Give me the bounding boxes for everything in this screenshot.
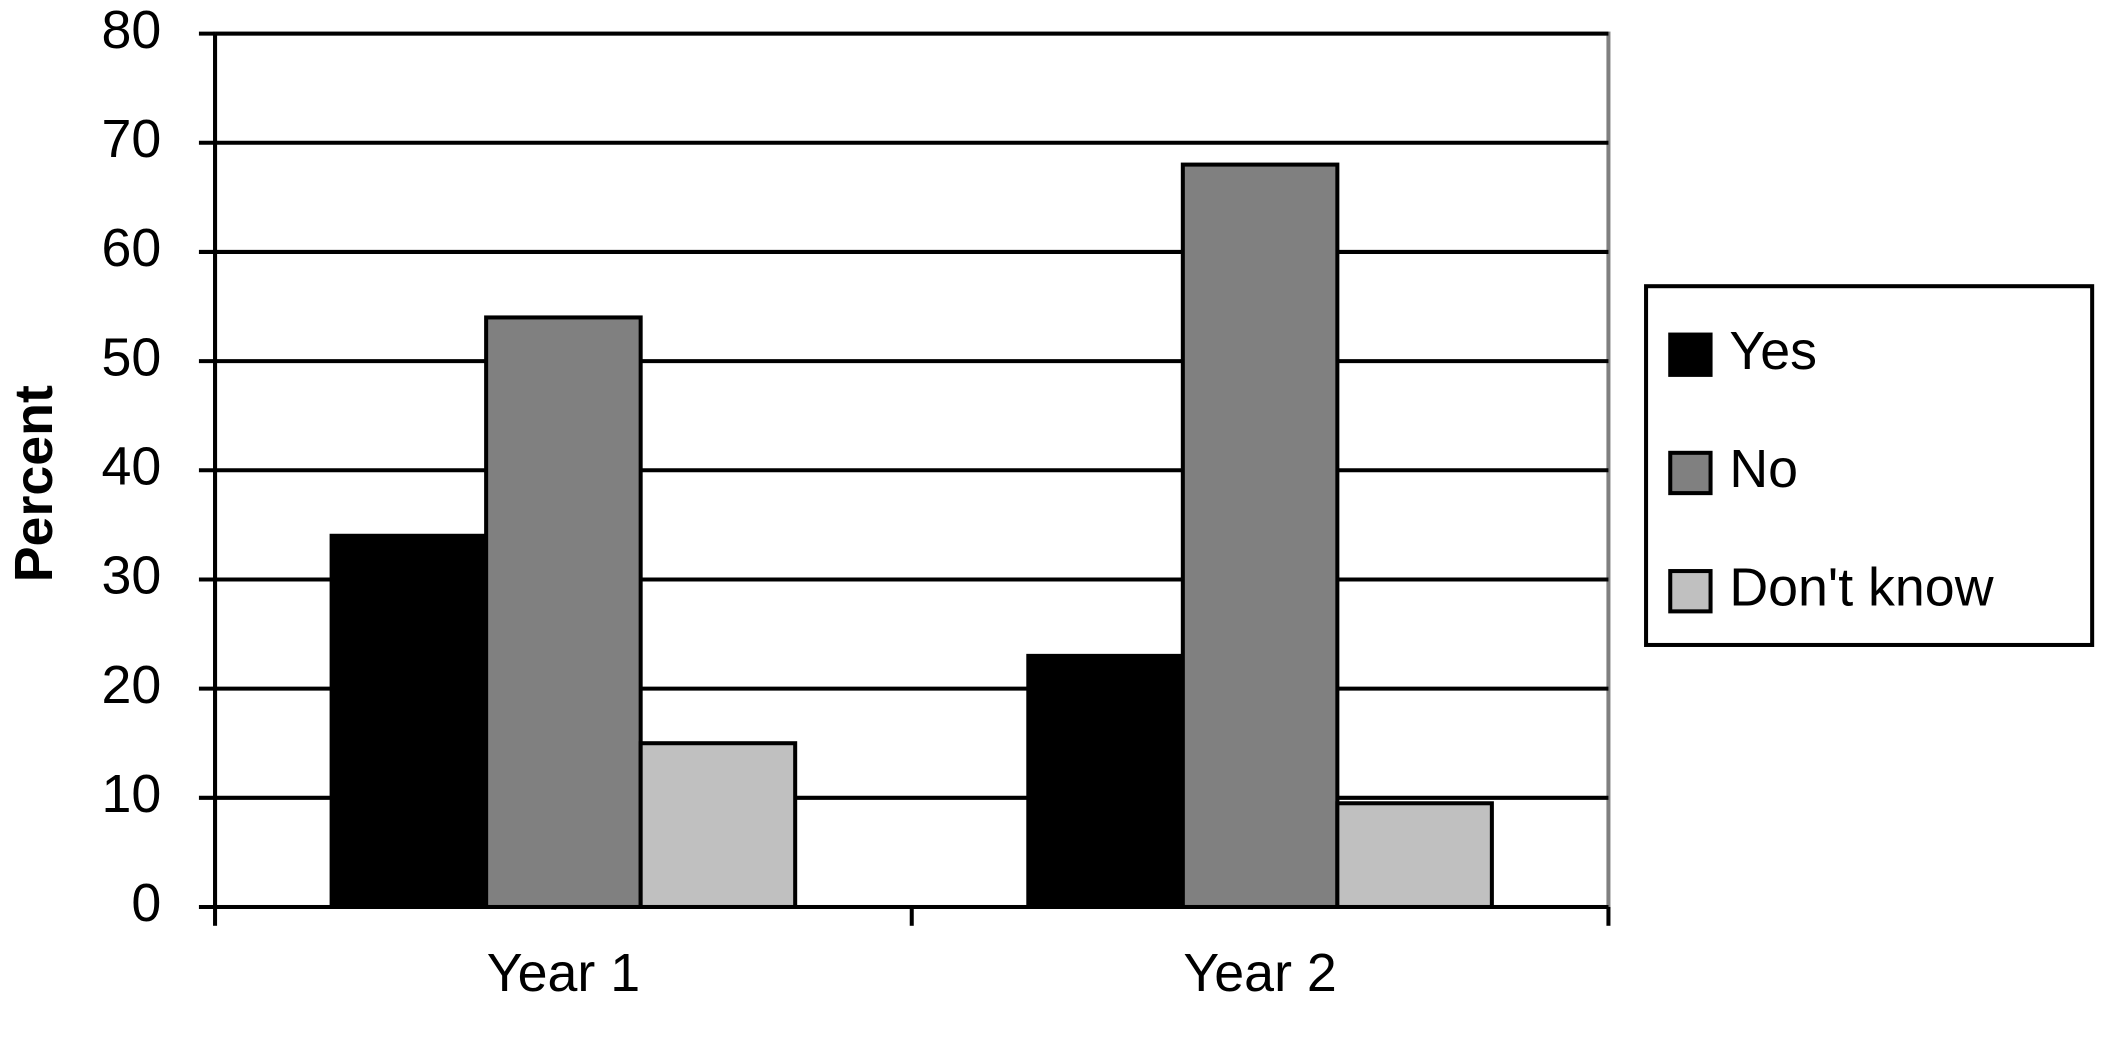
bar xyxy=(638,741,798,909)
y-tick-label: 70 xyxy=(102,109,162,169)
bar xyxy=(1026,653,1185,909)
legend-swatch xyxy=(1668,450,1713,496)
y-tick-label: 50 xyxy=(102,327,162,387)
legend-swatch xyxy=(1668,332,1713,377)
y-tick-label: 20 xyxy=(102,655,162,715)
y-tick-label: 10 xyxy=(102,764,162,824)
bar xyxy=(1335,801,1494,909)
legend-swatch xyxy=(1668,569,1713,614)
legend-label: Don't know xyxy=(1729,557,1993,617)
y-tick-label: 60 xyxy=(102,218,162,278)
x-tick-label: Year 1 xyxy=(487,943,640,1003)
bar xyxy=(1180,162,1340,909)
legend-label: No xyxy=(1729,439,1798,499)
y-tick-label: 30 xyxy=(102,546,162,606)
y-tick-label: 40 xyxy=(102,436,162,496)
y-tick-label: 0 xyxy=(131,873,161,933)
bar xyxy=(329,533,489,909)
x-tick-label: Year 2 xyxy=(1183,943,1336,1003)
y-tick-label: 80 xyxy=(102,0,162,60)
bar xyxy=(484,315,643,909)
legend-label: Yes xyxy=(1729,321,1817,381)
y-axis-label: Percent xyxy=(4,385,64,582)
legend-box xyxy=(1644,284,2095,647)
